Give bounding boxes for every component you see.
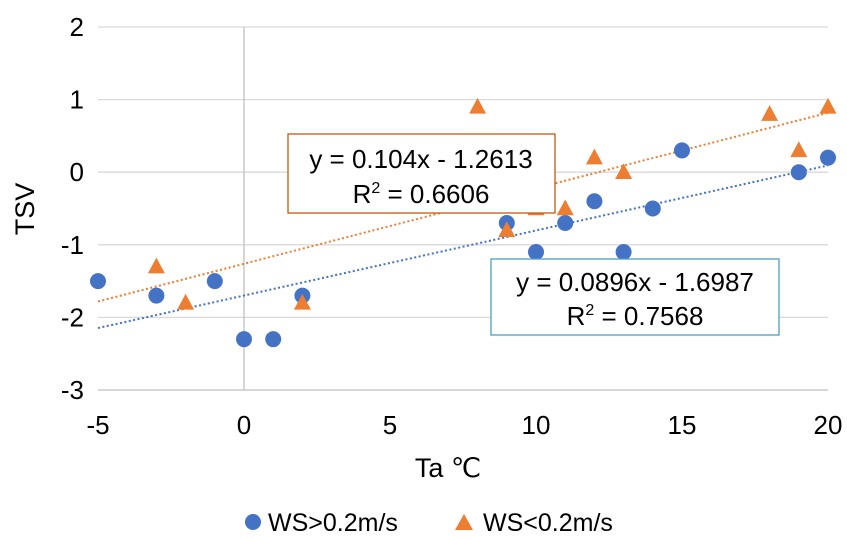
- legend-label-ws-high: WS>0.2m/s: [268, 509, 398, 537]
- y-axis-title: TSV: [10, 183, 40, 236]
- legend: WS>0.2m/s WS<0.2m/s: [245, 509, 613, 537]
- point-triangle: [469, 97, 487, 114]
- legend-marker-triangle: [455, 514, 473, 530]
- y-tick-label: 0: [70, 157, 84, 187]
- x-tick-label: -5: [86, 410, 109, 440]
- trendline-series-0: [97, 164, 829, 330]
- y-tick-label: -2: [61, 302, 84, 332]
- legend-marker-circle: [245, 514, 261, 530]
- point-triangle: [790, 141, 808, 158]
- r2-text-orange: R2 = 0.6606: [353, 179, 490, 209]
- x-tick-label: 5: [383, 410, 397, 440]
- point-circle: [790, 164, 807, 181]
- r2-text-blue: R2 = 0.7568: [567, 301, 704, 331]
- x-tick-label: 20: [814, 410, 843, 440]
- annotation-box-blue: [490, 258, 780, 336]
- point-circle: [557, 215, 574, 232]
- trendline-annotation-blue: y = 0.0896x - 1.6987 R2 = 0.7568: [490, 258, 780, 336]
- point-circle: [265, 331, 282, 348]
- point-circle: [674, 142, 690, 159]
- y-tick-label: 2: [70, 12, 84, 42]
- tick-labels: 210-1-2-3-5 0 5 10 15 20: [61, 12, 843, 440]
- point-circle: [206, 273, 223, 290]
- point-circle: [586, 193, 603, 210]
- point-circle: [148, 287, 165, 304]
- point-circle: [90, 273, 106, 290]
- x-axis-title: Ta ℃: [415, 453, 481, 483]
- point-triangle: [177, 293, 195, 310]
- point-triangle: [585, 148, 603, 165]
- point-circle: [528, 244, 544, 261]
- point-triangle: [147, 257, 165, 274]
- point-circle: [236, 331, 252, 348]
- legend-label-ws-low: WS<0.2m/s: [483, 509, 613, 537]
- y-tick-label: 1: [70, 85, 84, 115]
- point-triangle: [498, 221, 516, 238]
- point-circle: [644, 200, 661, 217]
- x-tick-label: 0: [237, 410, 251, 440]
- x-tick-label: 10: [522, 410, 551, 440]
- point-circle: [820, 149, 836, 166]
- point-triangle: [556, 199, 574, 216]
- equation-text-blue: y = 0.0896x - 1.6987: [516, 267, 754, 297]
- trendlines: [97, 111, 829, 330]
- x-tick-label: 15: [668, 410, 697, 440]
- y-tick-label: -1: [61, 230, 84, 260]
- point-triangle: [615, 163, 633, 179]
- point-triangle: [819, 97, 837, 114]
- point-triangle: [761, 105, 779, 121]
- point-circle: [615, 244, 632, 261]
- equation-text-orange: y = 0.104x - 1.2613: [309, 144, 532, 174]
- point-triangle: [293, 293, 311, 310]
- y-tick-label: -3: [61, 375, 84, 405]
- trendline-annotation-orange: y = 0.104x - 1.2613 R2 = 0.6606: [287, 133, 556, 214]
- annotation-box-orange: [287, 133, 556, 214]
- axes: [98, 27, 828, 391]
